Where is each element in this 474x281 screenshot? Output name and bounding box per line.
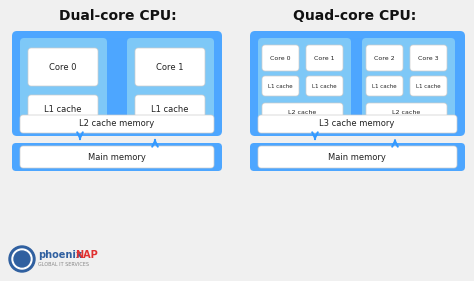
FancyBboxPatch shape — [12, 143, 222, 171]
Text: phoenix: phoenix — [38, 250, 82, 260]
FancyBboxPatch shape — [135, 95, 205, 123]
Text: L3 cache memory: L3 cache memory — [319, 119, 395, 128]
FancyBboxPatch shape — [362, 38, 455, 126]
Text: Core 3: Core 3 — [418, 56, 438, 60]
FancyBboxPatch shape — [28, 48, 98, 86]
FancyBboxPatch shape — [28, 95, 98, 123]
Text: Core 0: Core 0 — [270, 56, 290, 60]
Text: Dual-core CPU:: Dual-core CPU: — [59, 9, 177, 23]
FancyBboxPatch shape — [306, 76, 343, 96]
FancyBboxPatch shape — [410, 76, 447, 96]
FancyBboxPatch shape — [366, 45, 403, 71]
FancyBboxPatch shape — [262, 103, 343, 123]
Circle shape — [9, 246, 35, 272]
FancyBboxPatch shape — [20, 146, 214, 168]
Text: L1 cache: L1 cache — [268, 83, 292, 89]
Text: Quad-core CPU:: Quad-core CPU: — [293, 9, 417, 23]
Text: L1 cache: L1 cache — [44, 105, 82, 114]
Text: Core 2: Core 2 — [374, 56, 394, 60]
Text: L2 cache: L2 cache — [392, 110, 420, 115]
Text: L1 cache: L1 cache — [312, 83, 337, 89]
FancyBboxPatch shape — [366, 103, 447, 123]
Text: L1 cache: L1 cache — [151, 105, 189, 114]
FancyBboxPatch shape — [258, 115, 457, 133]
FancyBboxPatch shape — [262, 76, 299, 96]
FancyBboxPatch shape — [258, 146, 457, 168]
Text: L1 cache: L1 cache — [372, 83, 396, 89]
FancyBboxPatch shape — [250, 31, 465, 136]
Text: GLOBAL IT SERVICES: GLOBAL IT SERVICES — [38, 262, 89, 266]
Text: L2 cache: L2 cache — [288, 110, 316, 115]
FancyBboxPatch shape — [262, 45, 299, 71]
FancyBboxPatch shape — [20, 115, 214, 133]
FancyBboxPatch shape — [410, 45, 447, 71]
FancyBboxPatch shape — [366, 76, 403, 96]
FancyBboxPatch shape — [306, 45, 343, 71]
FancyBboxPatch shape — [20, 38, 107, 126]
Text: Core 1: Core 1 — [314, 56, 334, 60]
Text: Main memory: Main memory — [88, 153, 146, 162]
FancyBboxPatch shape — [135, 48, 205, 86]
Text: L2 cache memory: L2 cache memory — [79, 119, 155, 128]
Text: L1 cache: L1 cache — [416, 83, 440, 89]
Text: Main memory: Main memory — [328, 153, 386, 162]
FancyBboxPatch shape — [250, 143, 465, 171]
Circle shape — [12, 249, 32, 269]
FancyBboxPatch shape — [12, 31, 222, 136]
Circle shape — [14, 251, 30, 267]
Text: Core 0: Core 0 — [49, 62, 77, 71]
Text: NAP: NAP — [75, 250, 98, 260]
Text: Core 1: Core 1 — [156, 62, 184, 71]
FancyBboxPatch shape — [258, 38, 351, 126]
FancyBboxPatch shape — [127, 38, 214, 126]
